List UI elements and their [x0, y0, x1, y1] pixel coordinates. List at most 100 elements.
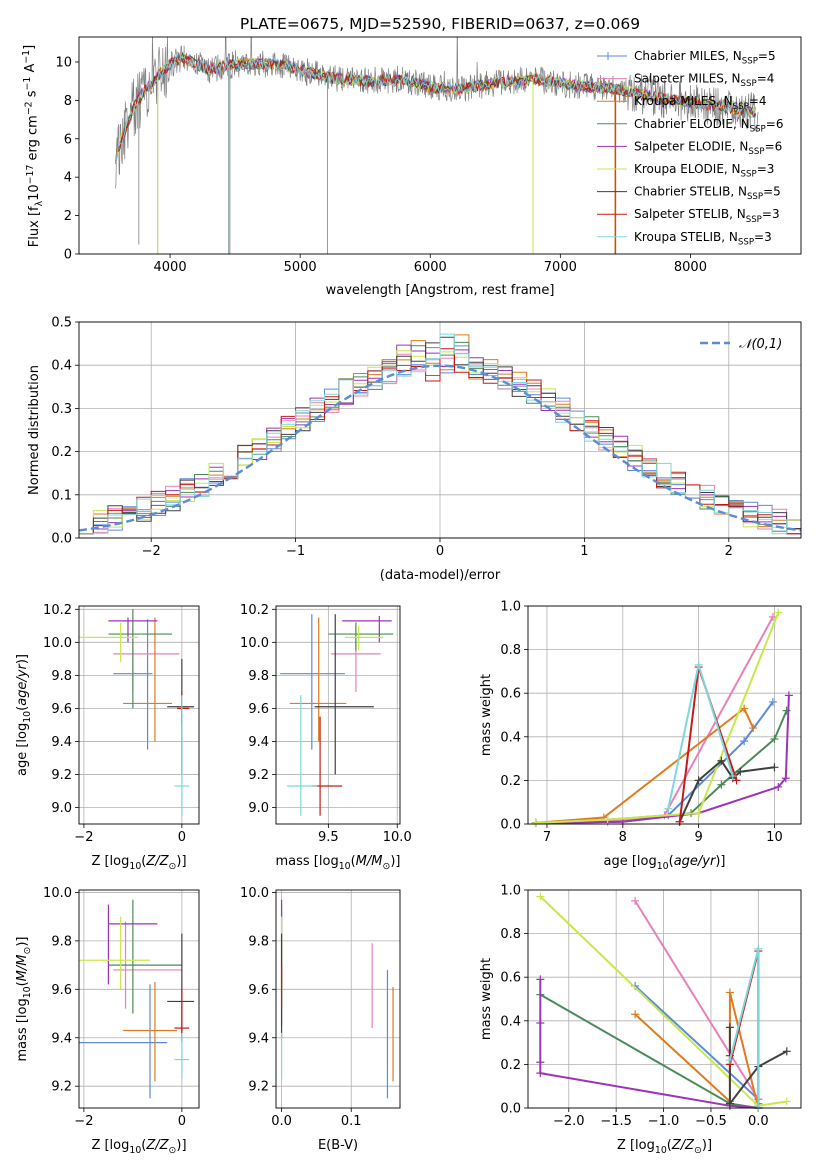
legend-label: Salpeter STELIB, NSSP=3 — [634, 207, 780, 225]
x-tick-label: 6000 — [414, 260, 447, 275]
y-tick-label: 10.0 — [240, 636, 269, 651]
age-vs-z-points — [79, 609, 195, 816]
mass-weight-marker — [728, 772, 737, 781]
y-tick-label: 10.0 — [240, 886, 269, 901]
y-tick-label: 9.6 — [51, 983, 72, 998]
spectrum-x-label: wavelength [Angstrom, rest frame] — [326, 283, 555, 298]
spectrum-axes: 4000 5000 6000 7000 8000 0 2 4 6 8 10 wavelength [A… — [21, 36, 802, 298]
y-tick-label: 9.6 — [248, 702, 269, 717]
mass-weight-vs-age-y-label: mass weight — [479, 674, 494, 756]
mass-weight-vs-age-x-label: age [log10(age/yr)] — [603, 854, 725, 872]
y-tick-label: 0.0 — [500, 1102, 521, 1117]
y-tick-label: 9.2 — [248, 768, 269, 783]
y-tick-label: 0.0 — [51, 532, 72, 547]
y-tick-label: 0.8 — [500, 927, 521, 942]
y-tick-label: 0.4 — [500, 1014, 521, 1029]
mass-weight-marker — [749, 724, 758, 733]
residuals-axes: −2 −1 0 1 2 0.0 0.1 0.2 0.3 0.4 0.5 (data-model)/er… — [27, 316, 802, 583]
y-tick-label: 9.2 — [248, 1080, 269, 1095]
age-vs-z-axes: −2 0 9.0 9.2 9.4 9.6 9.8 10.0 10.2 Z [log10(Z/Z⊙)… — [15, 603, 200, 872]
mass-weight-marker — [770, 763, 779, 772]
mass-weight-marker — [603, 815, 612, 824]
mass-weight-vs-age-axes: 7 8 9 10 0.0 0.2 0.4 0.6 0.8 1.0 age [log10(age/yr… — [479, 600, 802, 872]
x-tick-label: 0 — [436, 544, 444, 559]
mass-weight-line — [535, 612, 780, 824]
x-tick-label: 2 — [725, 544, 733, 559]
mass-vs-z-x-label: Z [log10(Z/Z⊙)] — [91, 1138, 186, 1156]
mass-weight-marker — [768, 697, 777, 706]
axes-frame — [78, 36, 802, 255]
normal-curve — [79, 364, 801, 532]
y-tick-label: 9.2 — [51, 768, 72, 783]
y-tick-label: 9.8 — [248, 669, 269, 684]
mass-weight-marker — [740, 704, 749, 713]
mass-weight-line — [678, 666, 738, 822]
y-tick-label: 10.0 — [43, 886, 72, 901]
axes-frame — [527, 889, 802, 1109]
mass-weight-vs-z-x-label: Z [log10(Z/Z⊙)] — [617, 1138, 712, 1156]
mass-vs-z-axes: −2 0 9.2 9.4 9.6 9.8 10.0 Z [log10(Z/Z⊙)] mass [… — [15, 886, 200, 1156]
legend-label: Salpeter ELODIE, NSSP=6 — [634, 139, 782, 157]
mass-weight-marker — [740, 737, 749, 746]
x-tick-label: −1.0 — [648, 1114, 680, 1129]
spectrum-lines — [114, 37, 759, 254]
mass-weight-marker — [736, 767, 745, 776]
x-tick-label: 0.0 — [271, 1114, 292, 1129]
y-tick-label: 4 — [64, 171, 72, 186]
y-tick-label: 0.6 — [500, 687, 521, 702]
y-tick-label: 10.0 — [43, 636, 72, 651]
x-tick-label: −0.5 — [695, 1114, 727, 1129]
y-tick-label: 9.2 — [51, 1080, 72, 1095]
mass-weight-vs-z-axes: −2.0 −1.5 −1.0 −0.5 0.0 0.0 0.2 0.4 0.6 0.8 1.0 Z [… — [479, 884, 802, 1156]
y-tick-label: 9.4 — [51, 735, 72, 750]
x-tick-label: 9 — [694, 830, 702, 845]
y-tick-label: 0.1 — [51, 488, 72, 503]
mass-weight-marker — [725, 1056, 734, 1065]
mass-weight-marker — [770, 734, 779, 743]
y-tick-label: 2 — [64, 209, 72, 224]
x-tick-label: 0.0 — [748, 1114, 769, 1129]
y-tick-label: 0.0 — [500, 818, 521, 833]
axes-frame — [275, 605, 401, 825]
y-tick-label: 9.0 — [248, 801, 269, 816]
axes-frame — [527, 605, 802, 825]
age-vs-mass-x-label: mass [log10(M/M⊙)] — [276, 854, 401, 872]
mass-weight-marker — [725, 988, 734, 997]
mass-weight-vs-z-y-label: mass weight — [479, 958, 494, 1040]
legend-label: Salpeter MILES, NSSP=4 — [634, 72, 774, 90]
y-tick-label: 8 — [64, 94, 72, 109]
mass-weight-marker — [694, 776, 703, 785]
mass-weight-marker — [694, 660, 703, 669]
y-tick-label: 10.2 — [43, 603, 72, 618]
y-tick-label: 10.2 — [240, 603, 269, 618]
y-tick-label: 0.2 — [500, 774, 521, 789]
x-tick-label: −2 — [142, 544, 161, 559]
x-tick-label: 7 — [543, 830, 551, 845]
x-tick-label: 0 — [178, 830, 186, 845]
y-tick-label: 0 — [64, 248, 72, 263]
legend-label: Chabrier MILES, NSSP=5 — [634, 49, 776, 67]
mass-weight-marker — [774, 608, 783, 617]
mass-weight-vs-age-lines — [531, 608, 793, 827]
y-tick-label: 0.2 — [500, 1058, 521, 1073]
y-tick-label: 0.8 — [500, 643, 521, 658]
x-tick-label: 10.0 — [383, 830, 412, 845]
y-tick-label: 0.4 — [51, 359, 72, 374]
mass-weight-marker — [536, 1058, 545, 1067]
mass-weight-line — [535, 710, 788, 824]
x-tick-label: 8000 — [674, 260, 707, 275]
mass-weight-marker — [631, 1010, 640, 1019]
mass-weight-marker — [631, 896, 640, 905]
legend-label: Chabrier ELODIE, NSSP=6 — [634, 117, 783, 135]
x-tick-label: −1 — [286, 544, 305, 559]
residuals-y-label: Normed distribution — [27, 365, 42, 495]
axes-frame — [78, 605, 200, 825]
mass-vs-ebv-x-label: E(B-V) — [318, 1138, 358, 1153]
y-tick-label: 9.8 — [248, 934, 269, 949]
model-spectrum-line — [114, 53, 756, 164]
mass-vs-z-points — [79, 899, 195, 1099]
spectrum-y-label: Flux [fλ10−17 erg cm−2 s−1 A−1] — [21, 45, 45, 247]
mass-weight-line — [535, 706, 755, 824]
y-tick-label: 1.0 — [500, 884, 521, 899]
y-tick-label: 0.5 — [51, 316, 72, 331]
